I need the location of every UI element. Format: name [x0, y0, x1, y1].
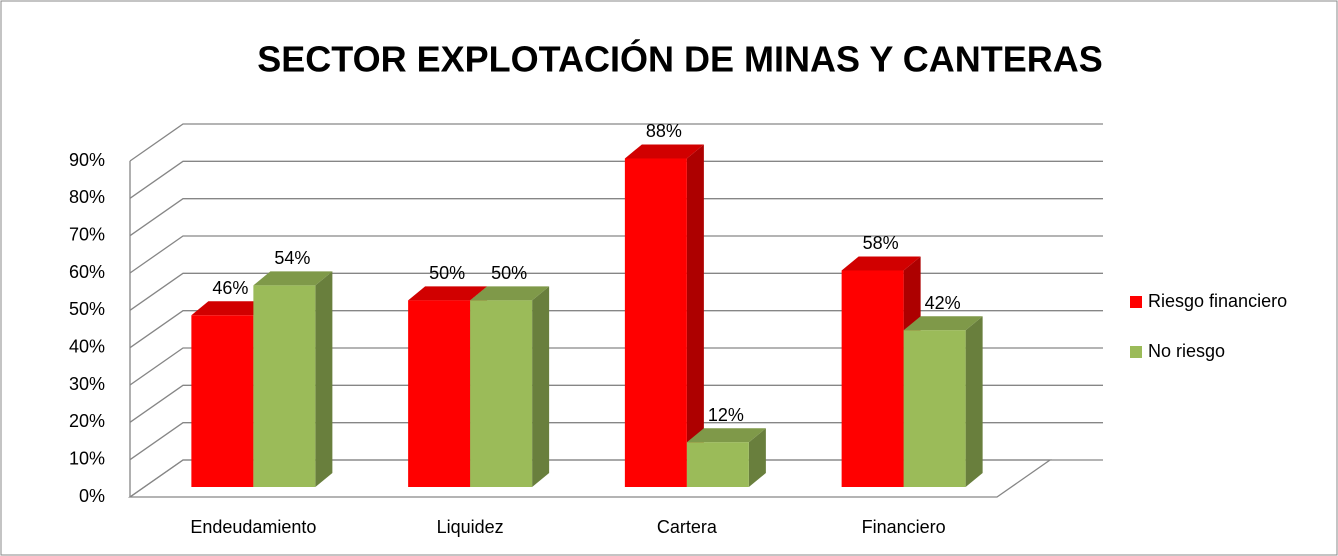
y-tick-label: 20% — [69, 411, 105, 431]
y-tick-label: 80% — [69, 187, 105, 207]
bar-side — [686, 144, 704, 487]
y-tick-label: 10% — [69, 448, 105, 468]
bar-front — [903, 330, 966, 487]
bar-front — [470, 300, 533, 487]
chart-title: SECTOR EXPLOTACIÓN DE MINAS Y CANTERAS — [257, 38, 1102, 80]
legend-label: No riesgo — [1148, 341, 1225, 361]
y-tick-label: 0% — [79, 486, 105, 506]
bar-top — [470, 286, 550, 301]
grid-line — [129, 198, 1103, 237]
bar — [253, 271, 333, 487]
bar-side — [748, 428, 766, 487]
data-label: 12% — [708, 405, 744, 425]
bar-top — [253, 271, 333, 286]
data-label: 50% — [429, 263, 465, 283]
bar-side — [315, 271, 333, 487]
grid-line — [129, 160, 1103, 199]
y-tick-label: 60% — [69, 262, 105, 282]
y-tick-label: 30% — [69, 374, 105, 394]
bar-top — [841, 256, 921, 271]
grid-line — [129, 123, 1103, 162]
grid-line — [129, 384, 1103, 423]
y-tick-label: 50% — [69, 299, 105, 319]
bar — [470, 286, 550, 487]
bar-top — [624, 144, 704, 159]
grid-line — [129, 459, 1103, 498]
bar-front — [191, 315, 254, 487]
data-label: 50% — [491, 263, 527, 283]
bar-top — [686, 428, 766, 443]
grid-line — [129, 272, 1103, 311]
bar-front — [624, 158, 687, 487]
legend-swatch — [1130, 296, 1142, 308]
data-label: 58% — [863, 233, 899, 253]
bar-front — [686, 442, 749, 487]
grid-line — [129, 235, 1103, 274]
data-label: 46% — [212, 278, 248, 298]
y-tick-label: 90% — [69, 150, 105, 170]
legend-label: Riesgo financiero — [1148, 291, 1287, 311]
bar — [624, 144, 704, 487]
grid-line — [129, 422, 1103, 461]
bar-top — [903, 316, 983, 331]
bar-top — [408, 286, 488, 301]
x-tick-label: Cartera — [657, 517, 718, 537]
bar-side — [965, 316, 983, 487]
bar-front — [841, 270, 904, 487]
y-tick-label: 70% — [69, 224, 105, 244]
bar-top — [191, 301, 271, 316]
bar-side — [532, 286, 550, 487]
x-tick-label: Liquidez — [437, 517, 504, 537]
y-tick-label: 40% — [69, 336, 105, 356]
data-label: 42% — [925, 293, 961, 313]
bar — [686, 428, 766, 487]
bar-front — [408, 300, 471, 487]
bar-front — [253, 285, 316, 487]
x-tick-label: Financiero — [862, 517, 946, 537]
x-tick-label: Endeudamiento — [190, 517, 316, 537]
grid-line — [129, 310, 1103, 349]
data-label: 88% — [646, 121, 682, 141]
legend-swatch — [1130, 346, 1142, 358]
grid-line — [129, 347, 1103, 386]
bar — [903, 316, 983, 487]
data-label: 54% — [274, 248, 310, 268]
